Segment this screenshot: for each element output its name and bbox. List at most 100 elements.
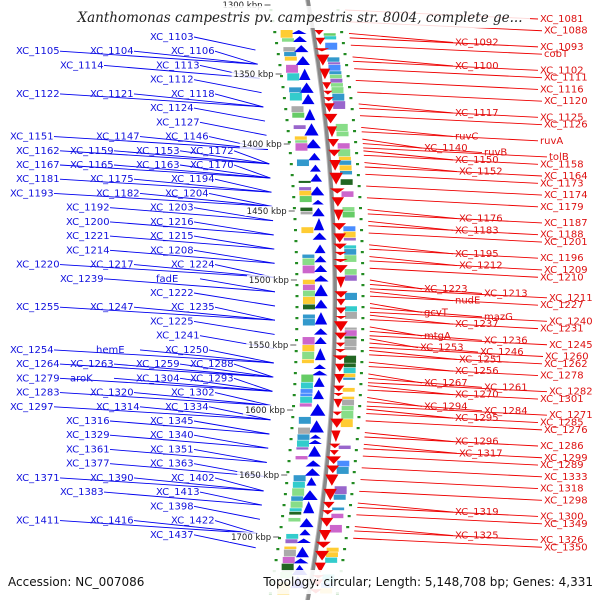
cog-block-reverse (328, 62, 341, 65)
forward-gene-arrow (298, 68, 311, 80)
cog-block-forward (300, 396, 313, 403)
right-gene-label: ruvC (455, 131, 478, 142)
gc-dots-outer (347, 515, 351, 518)
gc-dots-outer (361, 328, 365, 331)
forward-gene-arrow (312, 199, 324, 205)
cog-block-forward (298, 427, 311, 434)
right-label-connector (352, 56, 454, 67)
forward-gene-arrow (314, 284, 328, 297)
right-gene-label: XC_1261 (484, 382, 528, 393)
left-gene-label: XC_1283 (16, 388, 60, 399)
right-gene-label: XC_1210 (540, 272, 584, 283)
cog-block-reverse (334, 486, 347, 495)
gc-dots-outer (341, 559, 345, 562)
left-gene-label: XC_1122 (16, 89, 60, 100)
right-label-connector (369, 354, 543, 365)
reverse-gene-arrow (332, 411, 343, 416)
tick-label: 1500 kbp (249, 276, 289, 286)
cog-block-forward (302, 319, 315, 326)
forward-gene-arrow (312, 232, 327, 240)
right-gene-label: XC_1102 (540, 65, 584, 76)
tick-label-backdrop (244, 206, 289, 216)
right-gene-label: XC_1260 (545, 352, 589, 363)
forward-gene-arrow (296, 538, 311, 543)
left-gene-label: XC_1221 (66, 231, 110, 242)
reverse-gene-arrow (329, 188, 345, 194)
cog-block-forward (297, 434, 310, 440)
reverse-gene-arrow (332, 355, 348, 361)
left-label-connector (233, 363, 274, 378)
right-label-connector (366, 197, 539, 208)
right-label-connector (369, 283, 483, 294)
right-label-connector (362, 143, 483, 153)
right-gene-label: XC_1093 (540, 42, 584, 53)
left-label-connector (139, 349, 274, 364)
gc-dots-inner (295, 295, 299, 298)
gc-dots-outer (358, 405, 362, 408)
cog-block-forward (302, 279, 315, 285)
cog-block-reverse (330, 83, 343, 87)
forward-gene-arrow (313, 328, 328, 335)
gc-dots-inner (295, 306, 299, 309)
gc-dots-inner (293, 383, 297, 386)
right-label-connector (349, 37, 539, 48)
left-gene-label: XC_1222 (150, 288, 194, 299)
right-gene-label: XC_1251 (459, 354, 503, 365)
tick-label-backdrop (220, 0, 265, 10)
forward-gene-arrow (299, 82, 314, 93)
reverse-gene-arrow (323, 488, 337, 501)
forward-gene-arrow (313, 389, 324, 400)
cog-block-reverse (329, 524, 342, 533)
reverse-gene-arrow (333, 259, 348, 263)
cog-block-forward (292, 112, 305, 118)
cog-block-forward (281, 563, 294, 572)
right-label-connector (363, 150, 454, 161)
right-gene-label: XC_1271 (549, 410, 593, 421)
left-gene-label: XC_1390 (90, 473, 134, 484)
reverse-gene-arrow (329, 172, 343, 185)
cog-block-forward (296, 440, 309, 447)
right-label-connector (353, 537, 543, 548)
gc-dots-inner (276, 548, 280, 551)
cog-block-forward (285, 539, 298, 544)
left-gene-label: XC_1241 (156, 331, 200, 342)
reverse-gene-arrow (333, 321, 348, 332)
left-gene-label: XC_1181 (16, 174, 60, 185)
reverse-gene-arrow (322, 501, 335, 509)
cog-block-forward (280, 30, 293, 38)
cog-block-reverse (343, 373, 356, 378)
gc-dots-outer (357, 185, 361, 188)
cog-block-reverse (338, 156, 351, 161)
right-gene-label: XC_1212 (459, 261, 503, 272)
right-label-connector (366, 413, 539, 423)
right-gene-label: XC_1196 (540, 253, 584, 264)
cog-block-reverse (341, 405, 354, 411)
reverse-gene-arrow (334, 251, 347, 256)
forward-gene-arrow (310, 173, 323, 182)
right-gene-label: XC_1158 (540, 159, 584, 170)
gc-dots-inner (275, 42, 279, 45)
left-label-connector (193, 221, 274, 236)
left-label-connector (109, 207, 274, 222)
cog-block-forward (283, 549, 296, 557)
left-label-connector (53, 136, 268, 151)
right-label-connector (368, 232, 543, 243)
reverse-gene-arrow (319, 68, 331, 80)
left-gene-label: XC_1167 (16, 160, 60, 171)
gc-dots-inner (287, 460, 291, 463)
forward-gene-arrow (309, 420, 324, 433)
gc-dots-outer (343, 53, 347, 56)
left-label-lines (53, 36, 276, 549)
cog-block-reverse (342, 399, 355, 406)
right-label-connector (367, 213, 543, 224)
left-label-connector (59, 520, 258, 535)
gc-dots-inner (295, 273, 299, 276)
left-gene-label: XC_1146 (165, 132, 209, 143)
left-gene-label: XC_1259 (136, 359, 180, 370)
cog-block-forward (302, 284, 315, 291)
reverse-gene-arrow (335, 315, 347, 320)
left-label-connector (199, 491, 262, 506)
